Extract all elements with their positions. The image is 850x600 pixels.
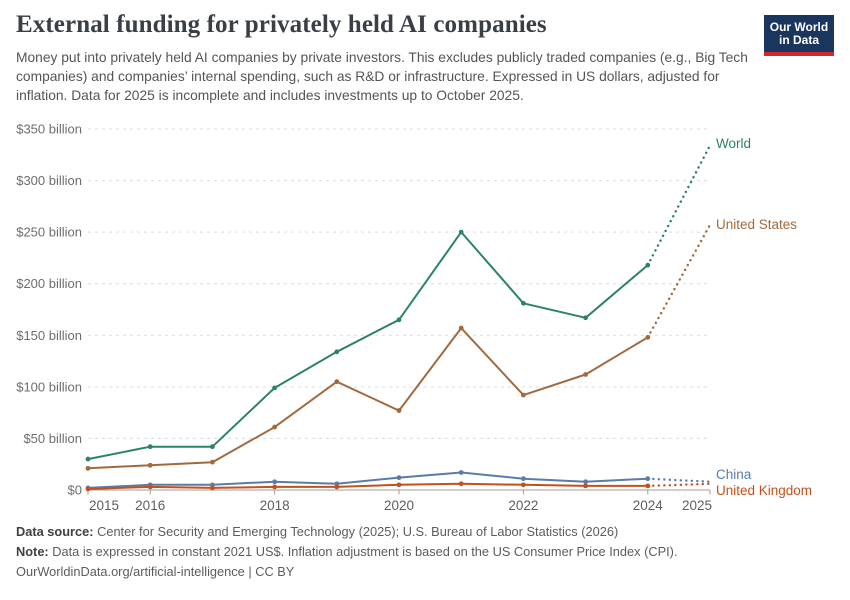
data-point-united-states-2022	[521, 392, 526, 398]
series-line-united-kingdom	[87, 482, 648, 490]
data-point-united-states-2017	[210, 459, 215, 465]
data-point-united-kingdom-2022	[521, 482, 526, 488]
chart-footer: Data source: Center for Security and Eme…	[16, 522, 834, 582]
y-axis-label: $0	[68, 483, 82, 498]
series-line-united-states	[87, 327, 649, 470]
license-link[interactable]: OurWorldinData.org/artificial-intelligen…	[16, 564, 295, 579]
series-label-united-states[interactable]: United States	[716, 217, 797, 232]
data-point-united-kingdom-2017	[210, 485, 215, 491]
data-point-united-states-2020	[396, 408, 402, 413]
chart-subtitle: Money put into privately held AI compani…	[16, 50, 748, 103]
data-point-united-kingdom-2018	[272, 484, 277, 490]
data-point-united-kingdom-2015	[85, 486, 91, 492]
data-point-united-states-2023	[583, 372, 588, 377]
series-line-china	[87, 471, 648, 489]
data-point-china-2022	[521, 476, 526, 482]
x-axis-label: 2020	[384, 498, 414, 513]
series-label-world[interactable]: World	[716, 136, 751, 151]
note-text: Data is expressed in constant 2021 US$. …	[48, 544, 678, 559]
data-point-china-2018	[272, 479, 277, 485]
series-projection-united-states	[646, 223, 712, 339]
data-point-china-2020	[396, 475, 402, 481]
logo-line-1: Our World	[769, 20, 829, 34]
logo-line-2: in Data	[778, 33, 819, 47]
x-axis-label: 2022	[508, 498, 538, 513]
data-point-united-states-2016	[147, 462, 153, 468]
data-point-united-states-2015	[85, 465, 91, 471]
data-point-united-kingdom-2023	[583, 483, 588, 489]
x-axis-label: 2018	[260, 498, 290, 513]
series-label-china[interactable]: China	[716, 467, 752, 482]
data-point-united-kingdom-2020	[396, 482, 402, 488]
series-label-united-kingdom[interactable]: United Kingdom	[716, 483, 812, 498]
data-point-world-2020	[396, 317, 402, 323]
y-axis-label: $150 billion	[16, 328, 82, 343]
series-line-world	[87, 231, 649, 461]
series-projection-world	[646, 144, 712, 267]
owid-logo[interactable]: Our World in Data	[764, 15, 834, 56]
y-axis-label: $300 billion	[16, 173, 82, 188]
x-axis-label: 2015	[89, 498, 119, 513]
data-point-united-states-2021	[458, 325, 464, 331]
y-axis-label: $50 billion	[23, 431, 82, 446]
y-axis-label: $250 billion	[16, 225, 82, 240]
data-point-united-states-2024	[645, 334, 651, 340]
data-point-united-kingdom-2016	[147, 484, 153, 490]
note-line: Note: Data is expressed in constant 2021…	[16, 542, 834, 562]
data-point-united-kingdom-2021	[458, 481, 464, 487]
data-point-world-2015	[85, 456, 91, 462]
series-projection-united-kingdom	[646, 482, 712, 488]
data-point-united-kingdom-2019	[334, 484, 340, 490]
series-projection-china	[646, 477, 712, 483]
data-point-world-2016	[147, 444, 153, 450]
data-point-china-2021	[458, 470, 464, 475]
data-point-china-2023	[583, 479, 588, 485]
data-point-china-2024	[645, 476, 651, 482]
y-axis-label: $200 billion	[16, 276, 82, 291]
data-point-world-2023	[583, 315, 588, 321]
note-label: Note:	[16, 544, 49, 559]
data-point-united-states-2018	[272, 424, 277, 430]
chart-title: External funding for privately held AI c…	[16, 11, 547, 38]
x-axis-label: 2025	[682, 498, 712, 513]
x-axis-label: 2024	[633, 498, 664, 513]
data-point-united-states-2019	[334, 379, 340, 385]
data-point-world-2022	[521, 300, 526, 306]
y-axis-label: $100 billion	[16, 379, 82, 394]
x-axis-label: 2016	[135, 498, 165, 513]
y-axis-label: $350 billion	[16, 122, 82, 137]
data-point-world-2021	[458, 229, 464, 235]
data-point-world-2017	[210, 444, 215, 450]
data-point-world-2024	[645, 262, 651, 268]
data-source-text: Center for Security and Emerging Technol…	[93, 524, 619, 539]
data-point-world-2019	[334, 349, 340, 355]
data-source-line: Data source: Center for Security and Eme…	[16, 522, 834, 542]
data-point-world-2018	[272, 385, 277, 391]
chart-header: External funding for privately held AI c…	[16, 10, 834, 105]
data-point-united-kingdom-2024	[645, 483, 651, 489]
data-source-label: Data source:	[16, 524, 94, 539]
